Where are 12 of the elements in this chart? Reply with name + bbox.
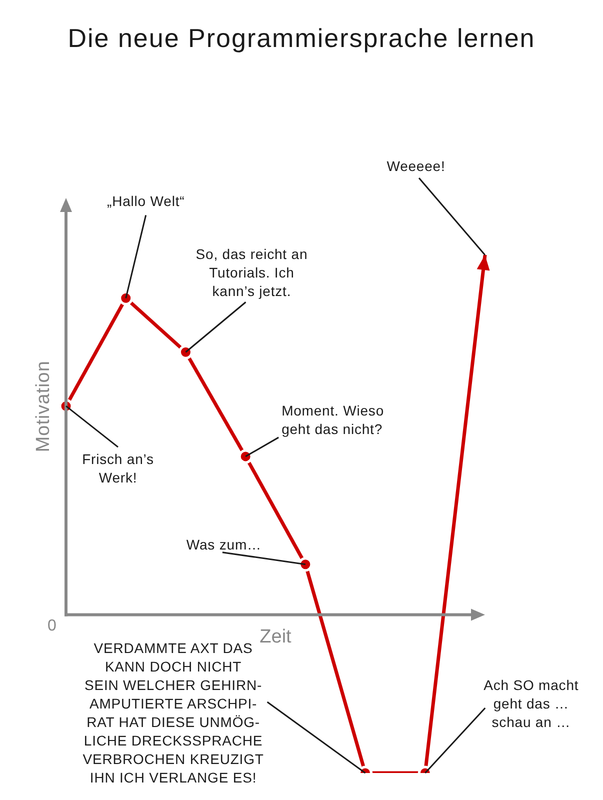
- text: Weeeee!: [386, 158, 446, 174]
- point: [178, 344, 193, 360]
- text: 0: [48, 618, 57, 635]
- y-axis-title: Motivation: [32, 360, 54, 452]
- chart-title: Die neue Programmiersprache lernen: [68, 23, 536, 53]
- annotation: Moment. Wieso geht das nicht?: [282, 402, 384, 437]
- annotation: Was zum…: [186, 536, 262, 552]
- text: Ach SO macht geht das … schau an …: [484, 677, 579, 730]
- x-axis-title: Zeit: [260, 626, 292, 648]
- annotation: So, das reicht an Tutorials. Ich kann’s jetzt.: [196, 246, 308, 300]
- text: „Hallo Welt“: [107, 193, 185, 210]
- annotation: Frisch an’s Werk!: [82, 451, 154, 486]
